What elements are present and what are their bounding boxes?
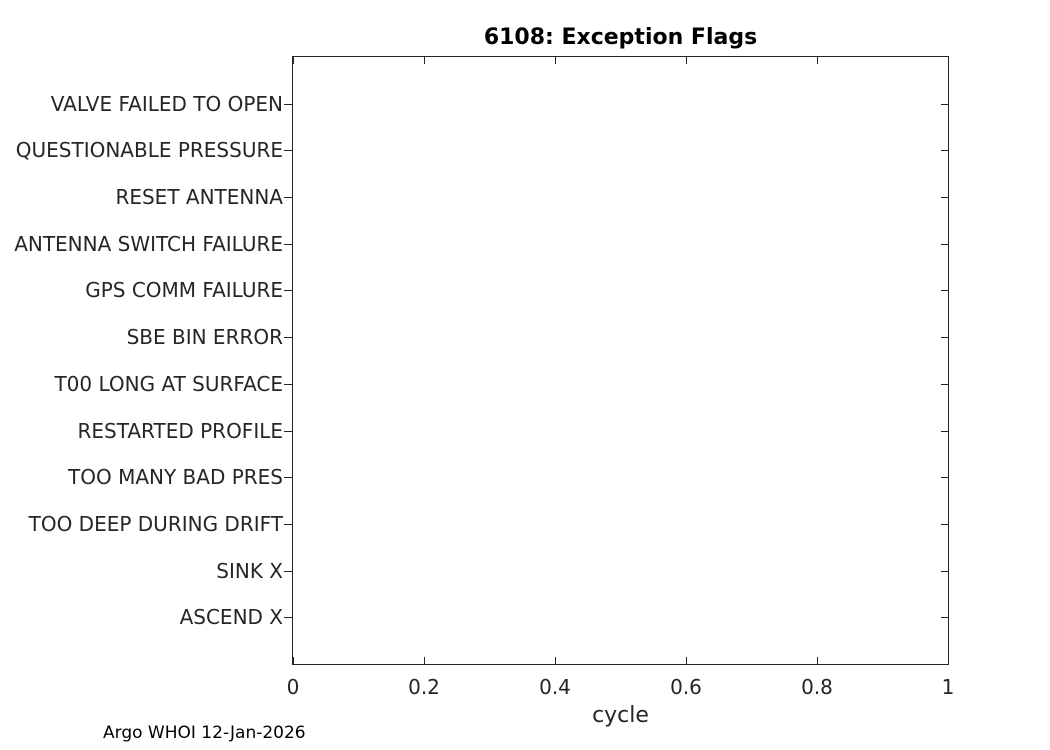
y-tick-left bbox=[284, 617, 292, 618]
y-tick-label: VALVE FAILED TO OPEN bbox=[50, 92, 283, 116]
y-tick-right bbox=[941, 150, 948, 151]
y-tick-right bbox=[941, 431, 948, 432]
x-tick-top bbox=[817, 57, 818, 64]
y-tick-label: SINK X bbox=[216, 559, 283, 583]
y-tick-left bbox=[284, 384, 292, 385]
y-tick-label: GPS COMM FAILURE bbox=[85, 278, 283, 302]
x-tick-label: 0 bbox=[286, 675, 300, 699]
x-tick-bottom bbox=[686, 657, 687, 664]
y-tick-left bbox=[284, 431, 292, 432]
y-tick-label: RESTARTED PROFILE bbox=[77, 419, 283, 443]
y-tick-label: ASCEND X bbox=[179, 605, 283, 629]
y-tick-label: TOO MANY BAD PRES bbox=[68, 465, 283, 489]
x-tick-bottom bbox=[293, 657, 294, 664]
y-tick-label: TOO DEEP DURING DRIFT bbox=[28, 512, 283, 536]
x-tick-top bbox=[293, 57, 294, 64]
y-tick-left bbox=[284, 290, 292, 291]
x-tick-bottom bbox=[424, 657, 425, 664]
y-tick-label: ANTENNA SWITCH FAILURE bbox=[14, 232, 283, 256]
x-tick-top bbox=[948, 57, 949, 64]
y-axis-labels: VALVE FAILED TO OPEN QUESTIONABLE PRESSUR… bbox=[0, 0, 283, 750]
x-tick-label: 0.2 bbox=[408, 675, 440, 699]
y-tick-left bbox=[284, 571, 292, 572]
plot-area bbox=[284, 56, 949, 665]
y-tick-label: SBE BIN ERROR bbox=[126, 325, 283, 349]
y-tick-right bbox=[941, 197, 948, 198]
y-tick-right bbox=[941, 290, 948, 291]
y-tick-left bbox=[284, 524, 292, 525]
x-tick-top bbox=[686, 57, 687, 64]
x-tick-label: 1 bbox=[941, 675, 955, 699]
y-tick-left bbox=[284, 477, 292, 478]
y-tick-right bbox=[941, 571, 948, 572]
x-tick-label: 0.8 bbox=[801, 675, 833, 699]
y-tick-left bbox=[284, 244, 292, 245]
y-tick-left bbox=[284, 150, 292, 151]
y-tick-label: QUESTIONABLE PRESSURE bbox=[15, 138, 283, 162]
y-tick-right bbox=[941, 617, 948, 618]
y-tick-right bbox=[941, 524, 948, 525]
y-tick-left bbox=[284, 104, 292, 105]
y-tick-left bbox=[284, 197, 292, 198]
x-tick-top bbox=[555, 57, 556, 64]
x-tick-top bbox=[424, 57, 425, 64]
y-tick-right bbox=[941, 477, 948, 478]
y-tick-right bbox=[941, 104, 948, 105]
x-tick-bottom bbox=[817, 657, 818, 664]
y-tick-right bbox=[941, 244, 948, 245]
chart-title: 6108: Exception Flags bbox=[483, 25, 758, 50]
x-tick-bottom bbox=[555, 657, 556, 664]
y-tick-label: T00 LONG AT SURFACE bbox=[54, 372, 283, 396]
y-tick-right bbox=[941, 337, 948, 338]
y-tick-left bbox=[284, 337, 292, 338]
footer-text: Argo WHOI 12-Jan-2026 bbox=[103, 723, 306, 743]
y-tick-right bbox=[941, 384, 948, 385]
x-tick-label: 0.6 bbox=[670, 675, 702, 699]
x-axis-title: cycle bbox=[592, 703, 649, 728]
y-tick-label: RESET ANTENNA bbox=[115, 185, 283, 209]
x-tick-bottom bbox=[948, 657, 949, 664]
x-tick-label: 0.4 bbox=[539, 675, 571, 699]
